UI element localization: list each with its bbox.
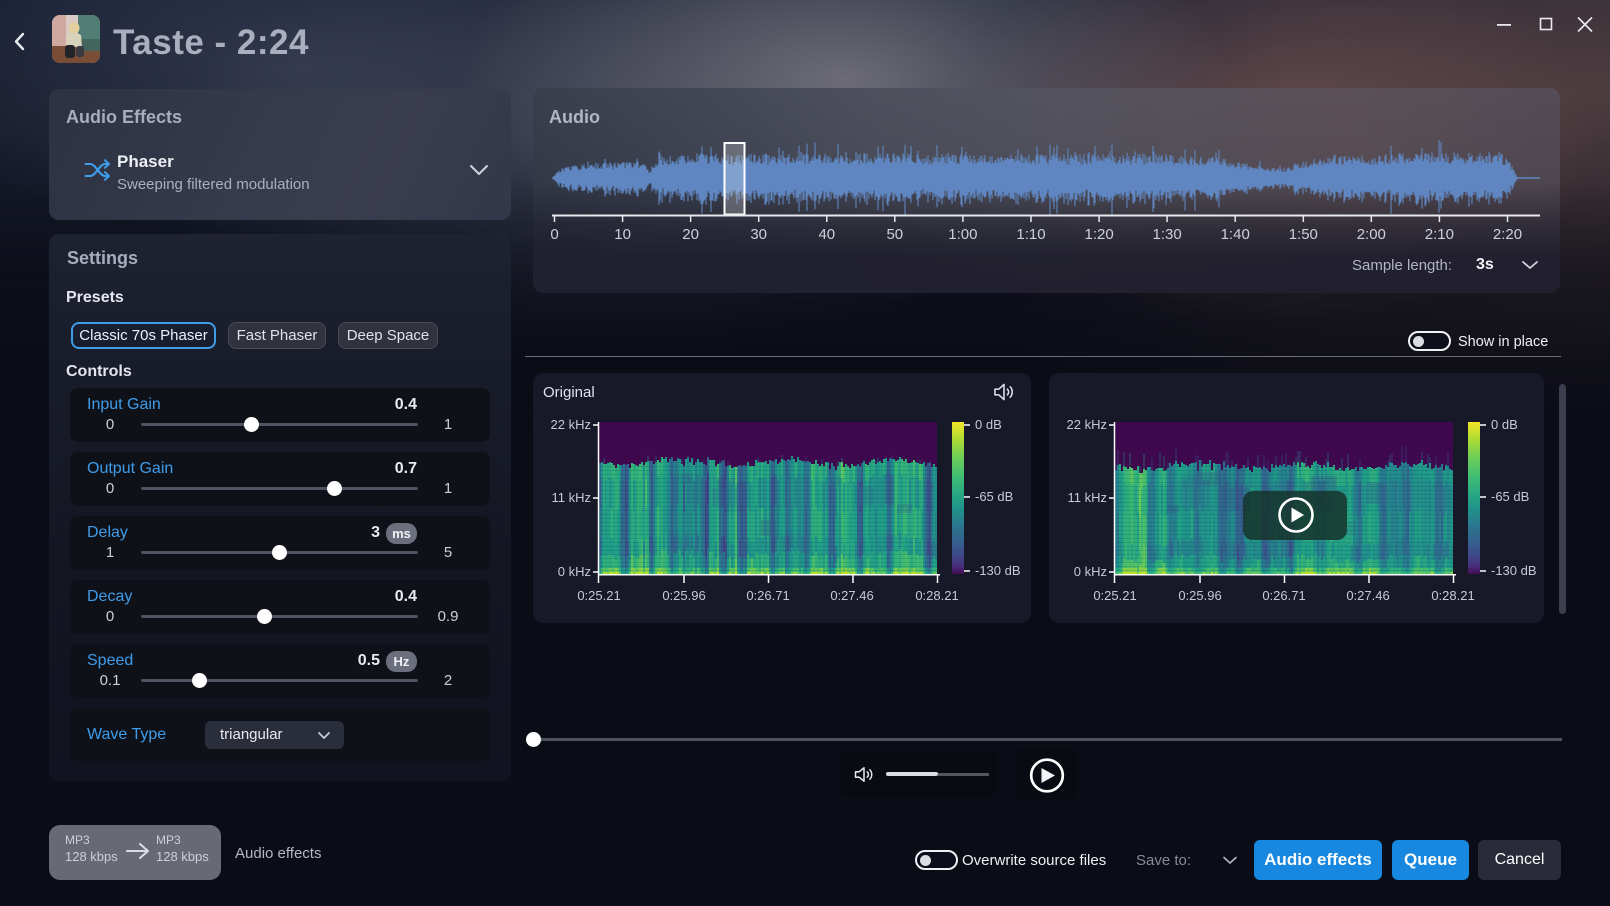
svg-text:1:40: 1:40	[1221, 226, 1250, 243]
svg-text:0: 0	[550, 226, 558, 243]
svg-text:2:20: 2:20	[1493, 226, 1522, 243]
svg-text:40: 40	[818, 226, 835, 243]
svg-text:50: 50	[886, 226, 903, 243]
svg-text:2:10: 2:10	[1425, 226, 1454, 243]
svg-text:1:00: 1:00	[948, 226, 977, 243]
svg-text:1:30: 1:30	[1152, 226, 1181, 243]
svg-text:20: 20	[682, 226, 699, 243]
svg-text:1:50: 1:50	[1289, 226, 1318, 243]
svg-text:1:10: 1:10	[1016, 226, 1045, 243]
svg-text:30: 30	[750, 226, 767, 243]
svg-text:1:20: 1:20	[1084, 226, 1113, 243]
svg-text:10: 10	[614, 226, 631, 243]
svg-text:2:00: 2:00	[1357, 226, 1386, 243]
